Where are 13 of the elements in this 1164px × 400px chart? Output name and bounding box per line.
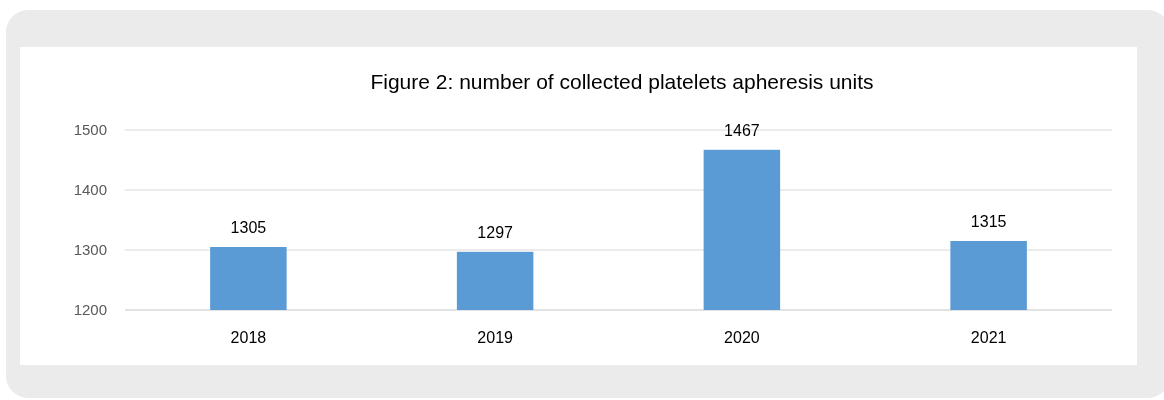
data-label: 1305 bbox=[230, 219, 267, 236]
chart-title: Figure 2: number of collected platelets apheresis units bbox=[370, 70, 874, 93]
y-tick-label: 1300 bbox=[73, 241, 107, 258]
x-tick-label: 2018 bbox=[230, 329, 267, 346]
y-tick-label: 1400 bbox=[73, 181, 107, 198]
data-label: 1315 bbox=[970, 213, 1007, 230]
y-tick-label: 1200 bbox=[73, 301, 107, 318]
x-tick-label: 2020 bbox=[724, 329, 760, 346]
data-label: 1467 bbox=[724, 121, 760, 139]
data-label: 1297 bbox=[477, 223, 514, 241]
y-tick-label: 1500 bbox=[73, 121, 107, 138]
x-tick-label: 2021 bbox=[970, 329, 1007, 346]
x-tick-label: 2019 bbox=[477, 329, 514, 346]
